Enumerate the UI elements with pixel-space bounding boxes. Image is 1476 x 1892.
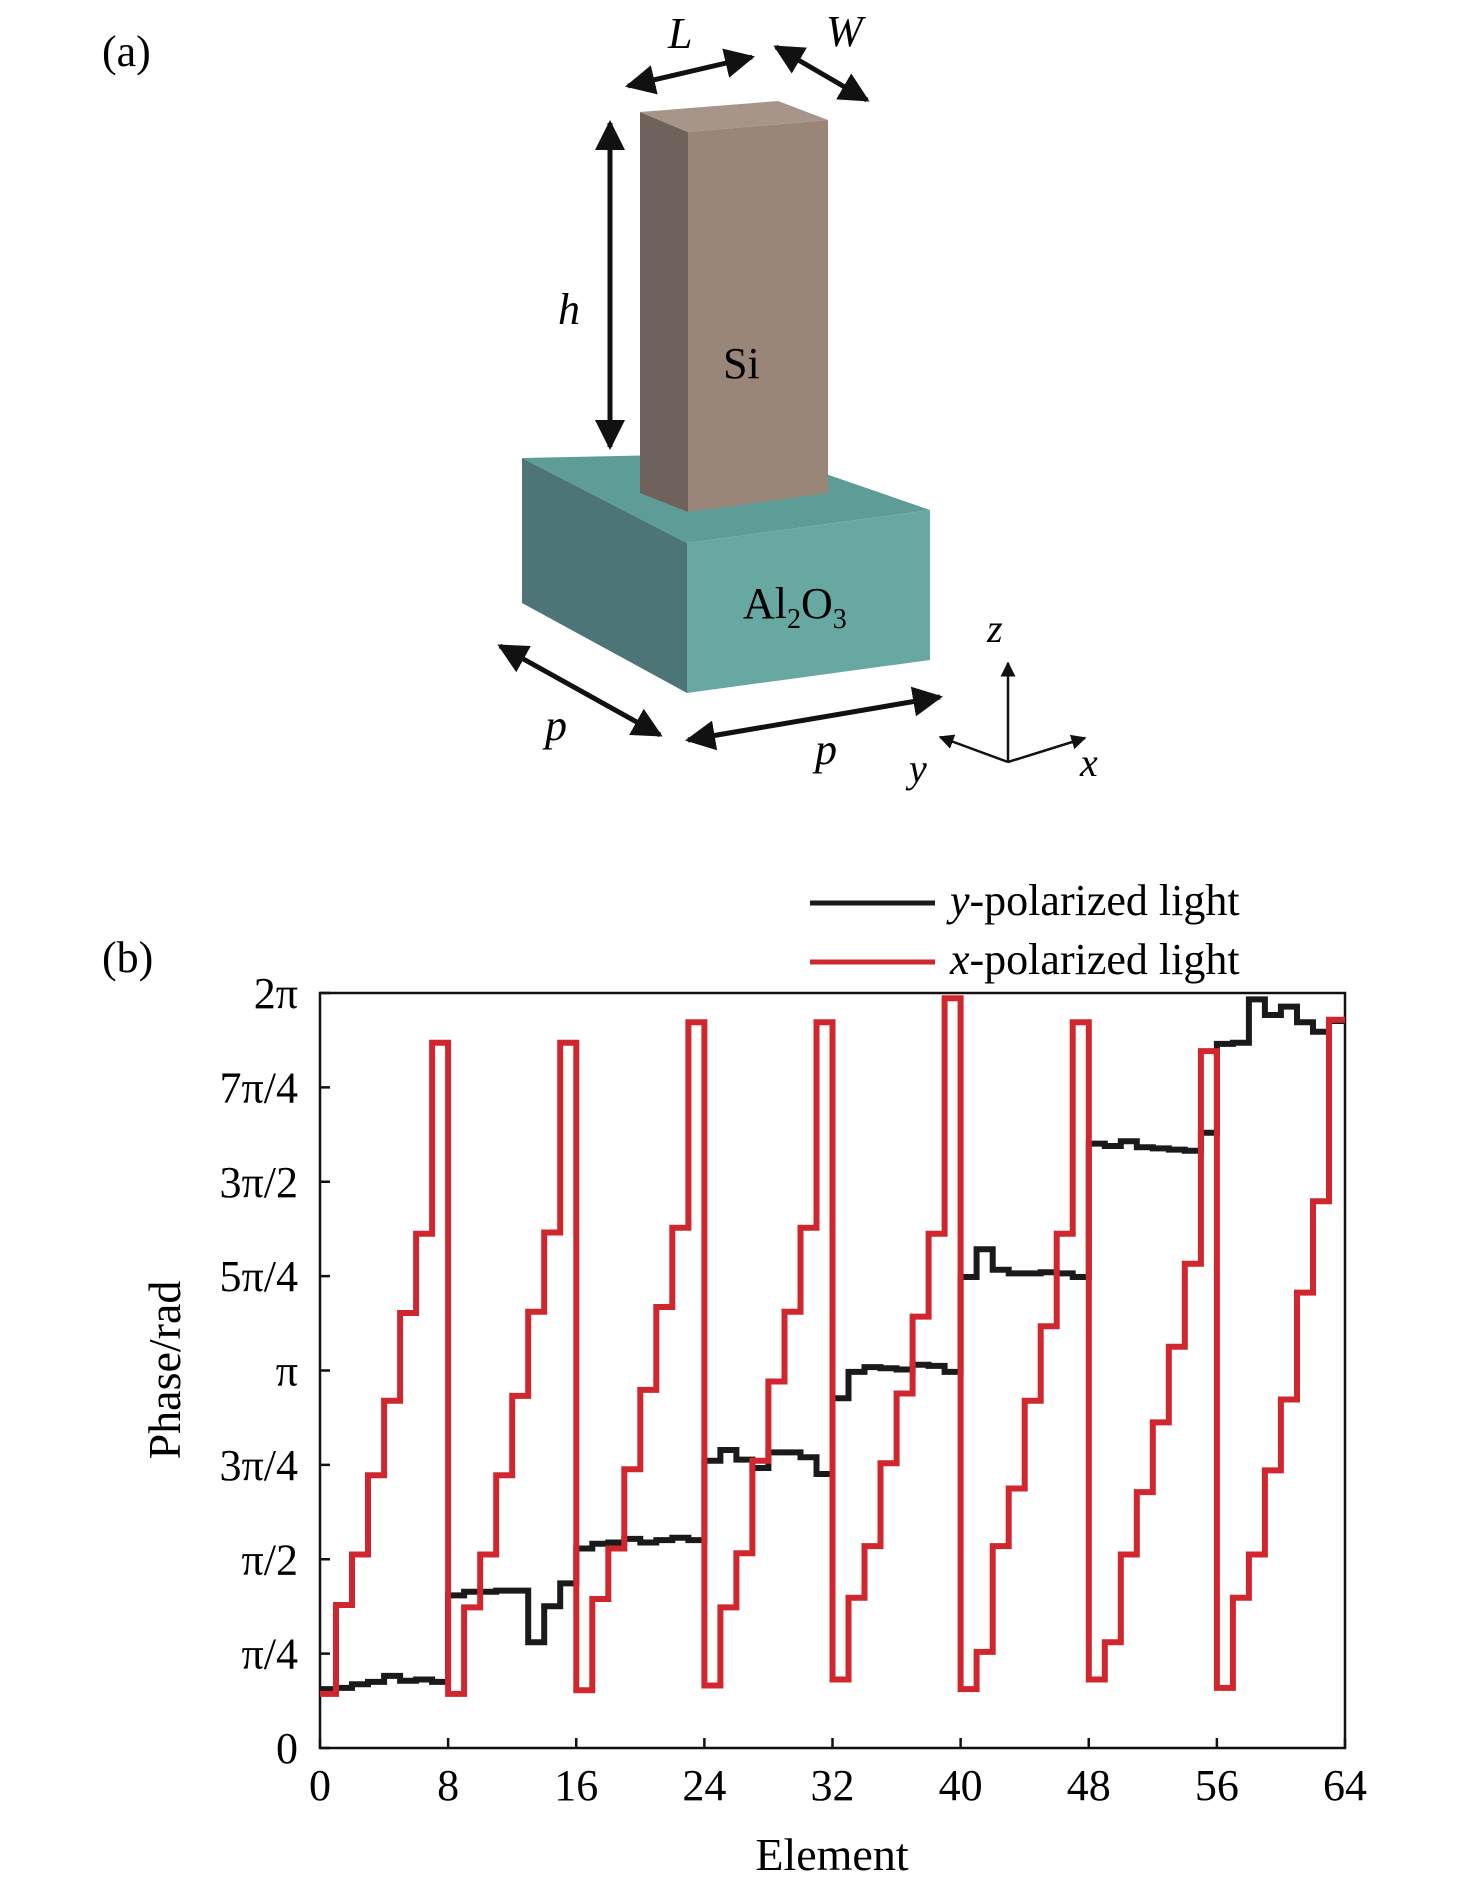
series-x-polarized-line [320,995,1345,1697]
dimension-p-right-arrow [685,686,943,751]
dimension-p-right-label: p [812,725,837,774]
substrate-front-face [687,510,930,693]
x-tick-label: 16 [554,1761,598,1810]
dimension-L-arrow [625,48,755,95]
x-tick-label: 0 [309,1761,331,1810]
x-tick-label: 48 [1067,1761,1111,1810]
substrate-material-label: Al2O3 [743,579,847,635]
dimension-W-arrow [773,44,870,103]
series-y-polarized-line [320,996,1345,1693]
y-tick-label: 5π/4 [220,1252,298,1301]
dimension-p-left-label: p [542,701,567,750]
pillar-front-face [688,120,828,512]
x-tick-label: 40 [939,1761,983,1810]
x-tick-label: 56 [1195,1761,1239,1810]
panel-a-label: (a) [102,27,151,76]
y-tick-label: 2π [254,969,298,1018]
dimension-L-label: L [667,9,692,58]
y-tick-label: 0 [276,1724,298,1773]
x-axis-title: Element [755,1829,908,1880]
axis-y-arrow [938,734,1009,764]
y-tick-label: 3π/2 [220,1158,298,1207]
y-tick-label: π [276,1347,298,1396]
x-tick-label: 8 [437,1761,459,1810]
dimension-p-left-arrow [497,643,663,738]
dimension-W-label: W [826,7,866,56]
x-tick-label: 24 [682,1761,726,1810]
panel-a: (a) Si Al2O3 L W h p p [102,7,1098,791]
pillar-block [640,101,828,512]
x-axis-ticks: 0 8 16 24 32 40 48 56 64 [309,1738,1367,1810]
panel-b-label: (b) [102,933,153,982]
dimension-h-label: h [558,285,580,334]
y-tick-label: π/2 [242,1535,298,1584]
legend-label-x: x-polarized light [949,935,1240,984]
pillar-material-label: Si [723,339,760,388]
y-axis-title: Phase/rad [139,1281,190,1460]
y-axis-ticks: 0 π/4 π/2 3π/4 π 5π/4 3π/2 7π/4 2π [220,969,330,1773]
axis-x-label: x [1079,740,1098,785]
pillar-top-face [640,101,828,132]
axis-z-label: z [986,606,1003,651]
y-tick-label: π/4 [242,1630,298,1679]
y-tick-label: 3π/4 [220,1441,298,1490]
axis-y-label: y [905,746,927,791]
x-tick-label: 64 [1323,1761,1367,1810]
substrate-left-face [522,458,687,693]
legend-label-y: y-polarized light [946,876,1240,925]
coordinate-axes: z x y [905,606,1098,791]
axis-x-arrow [1007,734,1087,764]
y-tick-label: 7π/4 [220,1063,298,1112]
x-tick-label: 32 [811,1761,855,1810]
panel-b: (b) y-polarized light x-polarized light … [102,876,1367,1880]
pillar-left-face [640,112,688,512]
legend: y-polarized light x-polarized light [810,876,1240,984]
